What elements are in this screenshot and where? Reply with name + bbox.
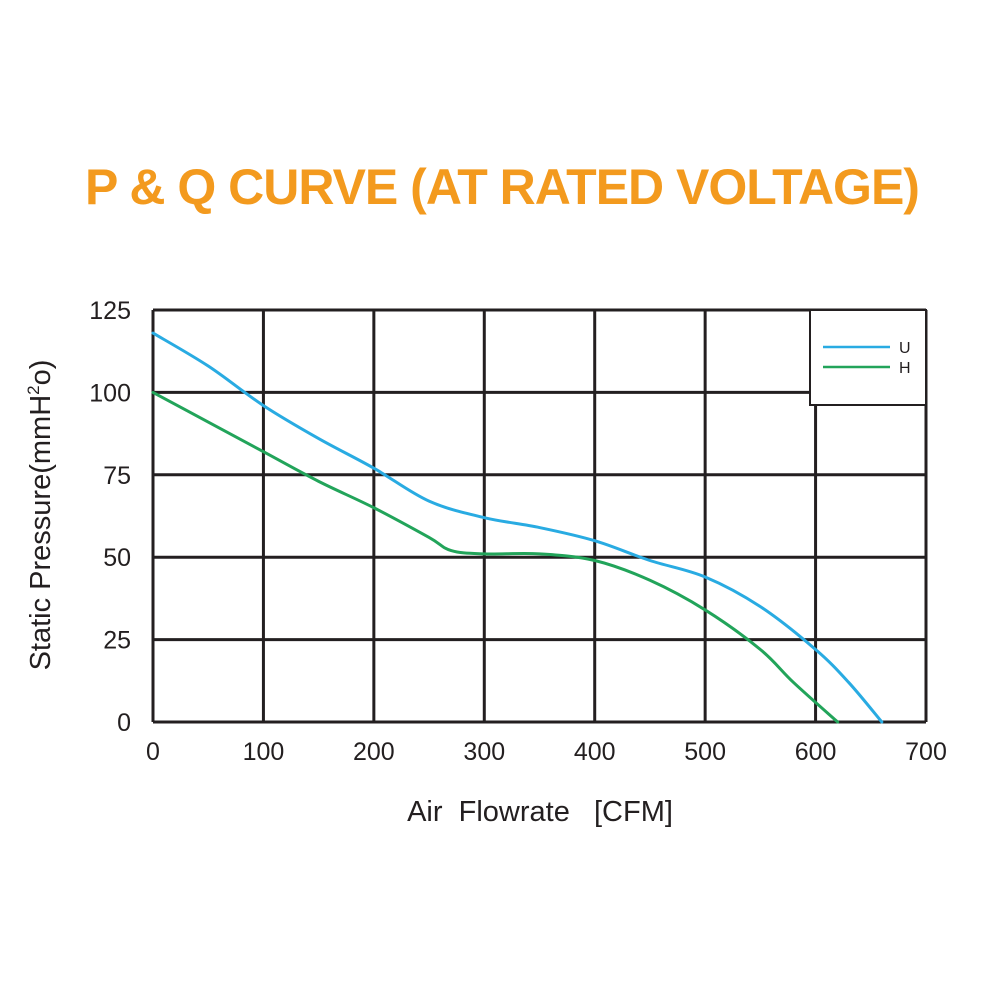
x-tick-label: 300 xyxy=(463,738,505,766)
x-tick-label: 100 xyxy=(243,738,285,766)
y-axis-label: Static Pressure(mmH2o) xyxy=(24,360,57,671)
y-tick-label: 0 xyxy=(117,709,131,737)
x-tick-label: 400 xyxy=(574,738,616,766)
legend-label-h: H xyxy=(899,360,911,377)
y-tick-labels: 0 25 50 75 100 125 xyxy=(89,297,131,737)
x-tick-label: 700 xyxy=(905,738,947,766)
x-axis-label: Air Flowrate [CFM] xyxy=(407,796,673,828)
legend-label-u: U xyxy=(899,340,911,357)
legend-box xyxy=(809,309,927,406)
legend: UH xyxy=(809,309,927,406)
x-tick-label: 500 xyxy=(684,738,726,766)
x-tick-label: 600 xyxy=(795,738,837,766)
chart-title: P & Q CURVE (AT RATED VOLTAGE) xyxy=(85,159,920,215)
x-tick-labels: 0 100 200 300 400 500 600 700 xyxy=(146,738,947,766)
x-tick-label: 0 xyxy=(146,738,160,766)
series-line-u xyxy=(151,331,884,724)
series-lines xyxy=(151,331,884,724)
y-tick-label: 25 xyxy=(103,627,131,655)
series-line-h xyxy=(151,390,840,724)
y-tick-label: 125 xyxy=(89,297,131,325)
y-tick-label: 75 xyxy=(103,462,131,490)
y-tick-label: 50 xyxy=(103,544,131,572)
y-tick-label: 100 xyxy=(89,379,131,407)
x-tick-label: 200 xyxy=(353,738,395,766)
